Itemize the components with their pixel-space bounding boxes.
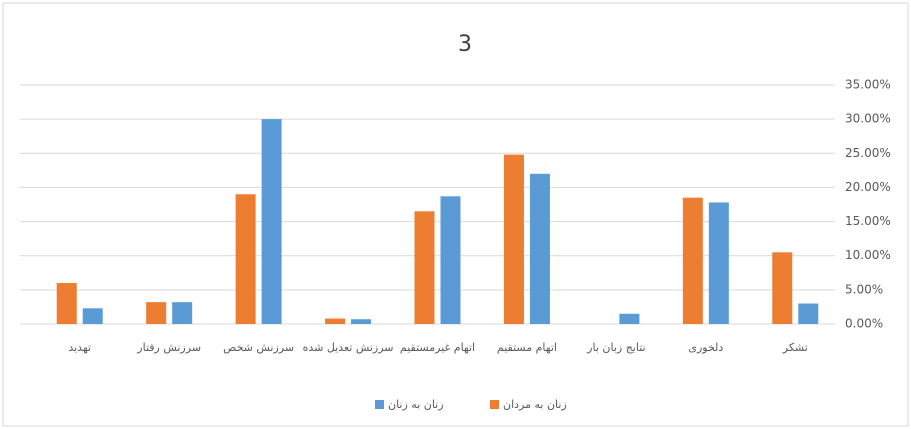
bar <box>172 302 192 324</box>
x-tick-label: اتهام مستقیم <box>497 341 557 354</box>
bar <box>325 319 345 324</box>
y-tick-label: 0.00% <box>845 317 883 331</box>
bar <box>504 155 524 324</box>
x-tick-label: تهدید <box>68 341 91 354</box>
bar <box>619 314 639 324</box>
bar <box>441 196 461 324</box>
y-tick-label: 15.00% <box>845 214 891 228</box>
legend-swatch <box>375 400 384 409</box>
x-tick-label: سرزنش رفتار <box>136 341 201 354</box>
bar <box>683 198 703 324</box>
x-tick-label: سرزنش شخص <box>223 341 294 354</box>
bar <box>772 252 792 324</box>
chart-title: 3 <box>458 32 472 57</box>
y-tick-label: 10.00% <box>845 248 891 262</box>
bar <box>351 319 371 324</box>
x-tick-label: اتهام غیرمستقیم <box>400 341 475 354</box>
bar <box>709 202 729 324</box>
bar <box>530 174 550 324</box>
bar <box>262 119 282 324</box>
y-tick-label: 20.00% <box>845 180 891 194</box>
x-tick-label: نتایج زبان بار <box>586 341 645 354</box>
bar <box>146 302 166 324</box>
legend-label: زنان به مردان <box>503 398 567 411</box>
bar <box>57 283 77 324</box>
legend-swatch <box>490 400 499 409</box>
bar <box>83 308 103 324</box>
bar <box>798 304 818 324</box>
y-tick-label: 35.00% <box>845 78 891 92</box>
x-tick-label: سرزنش تعدیل شده <box>303 341 394 354</box>
legend-label: زنان به زنان <box>388 398 444 411</box>
y-tick-label: 5.00% <box>845 282 883 296</box>
y-tick-label: 25.00% <box>845 146 891 160</box>
bar <box>236 194 256 324</box>
y-tick-label: 30.00% <box>845 112 891 126</box>
x-tick-label: تشکر <box>782 341 808 354</box>
x-tick-label: دلخوری <box>688 341 723 354</box>
bar <box>415 211 435 324</box>
chart: 3 0.00% 5.00% 10.00% 15.00% 20.00% 25.00% 30.0… <box>0 0 911 429</box>
